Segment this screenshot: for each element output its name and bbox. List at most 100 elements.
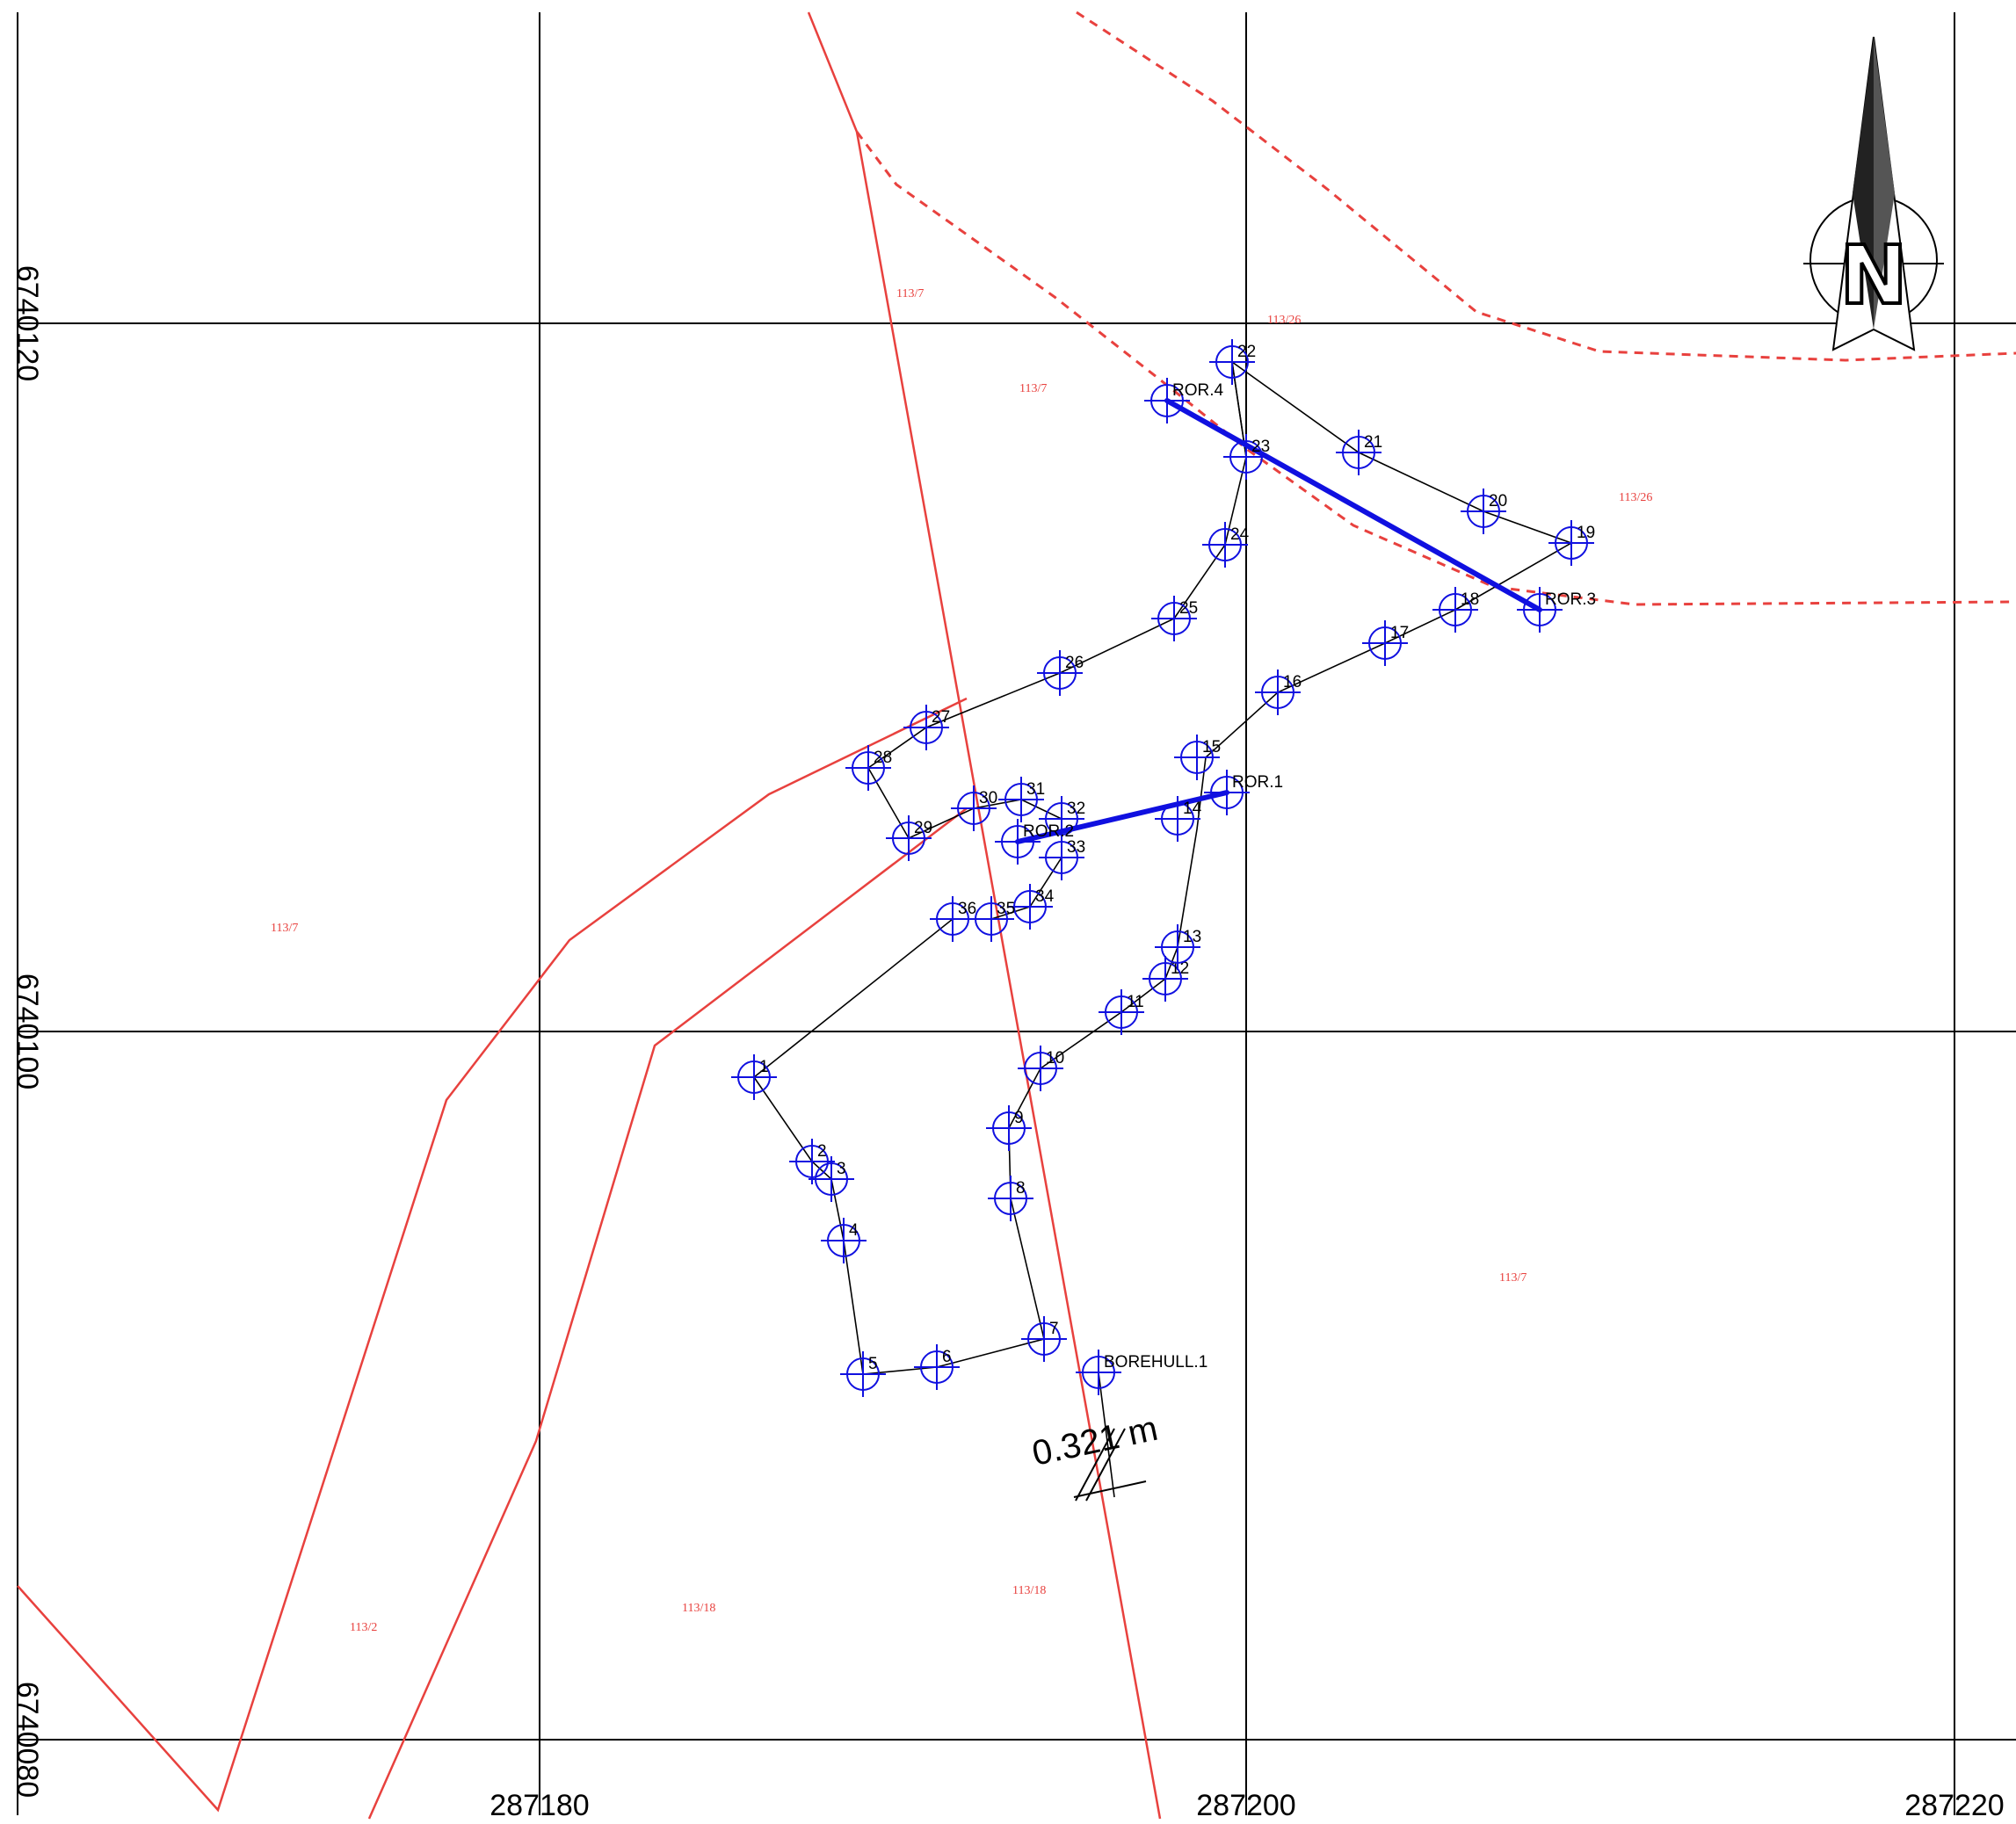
survey-point-marker[interactable]: 30 xyxy=(951,785,997,831)
north-letter: N xyxy=(1840,228,1908,322)
survey-point-marker[interactable]: 10 xyxy=(1018,1046,1064,1091)
survey-point-label: 30 xyxy=(979,789,997,807)
survey-point-marker[interactable]: 15 xyxy=(1174,735,1221,780)
survey-point-marker[interactable]: ROR.4 xyxy=(1144,378,1224,423)
parcel-boundary-west xyxy=(369,808,967,1819)
survey-point-marker[interactable]: 4 xyxy=(821,1218,867,1263)
survey-point-marker[interactable]: ROR.3 xyxy=(1517,587,1596,633)
x-label-287200: 287200 xyxy=(1196,1789,1295,1822)
survey-point-label: ROR.1 xyxy=(1232,773,1283,792)
survey-point-marker[interactable]: 23 xyxy=(1223,434,1270,480)
survey-point-marker[interactable]: 24 xyxy=(1202,522,1250,568)
survey-point-marker[interactable]: 33 xyxy=(1039,835,1085,880)
survey-point-marker[interactable]: 28 xyxy=(845,745,892,791)
survey-route-line xyxy=(754,362,1571,1374)
parcel-label: 113/26 xyxy=(1619,491,1652,504)
survey-point-label: 18 xyxy=(1461,590,1479,609)
coordinate-labels: 287180 287200 287220 6740120 6740100 674… xyxy=(11,265,2005,1822)
survey-point-marker[interactable]: 18 xyxy=(1432,587,1479,633)
survey-point-label: 19 xyxy=(1577,524,1595,542)
survey-point-label: 35 xyxy=(997,900,1015,918)
survey-point-marker[interactable]: 5 xyxy=(840,1351,886,1397)
survey-point-marker[interactable]: 6 xyxy=(914,1344,960,1390)
survey-point-marker[interactable]: BOREHULL.1 xyxy=(1076,1350,1207,1395)
measurement: 0.321 m xyxy=(1029,1409,1162,1501)
survey-point-label: 25 xyxy=(1179,599,1198,618)
survey-point-label: 3 xyxy=(837,1160,846,1178)
parcel-label: 113/7 xyxy=(896,287,924,300)
survey-point-label: 14 xyxy=(1183,800,1202,818)
parcel-label: 113/7 xyxy=(1499,1271,1527,1285)
survey-point-label: 20 xyxy=(1489,492,1507,510)
parcel-label: 113/26 xyxy=(1267,314,1301,327)
survey-point-marker[interactable]: 19 xyxy=(1548,520,1595,566)
parcel-label: 113/18 xyxy=(682,1602,715,1615)
parcel-boundary-dashed-lower xyxy=(857,132,2016,604)
survey-point-marker[interactable]: 3 xyxy=(809,1156,854,1202)
survey-point-marker[interactable]: 16 xyxy=(1255,670,1302,715)
survey-point-label: 31 xyxy=(1026,780,1045,799)
y-label-6740100: 6740100 xyxy=(11,974,44,1089)
survey-point-label: 7 xyxy=(1049,1320,1059,1338)
parcel-labels: 113/7 113/26 113/7 113/26 113/7 113/7 11… xyxy=(271,287,1652,1634)
north-arrow-icon: N xyxy=(1803,37,1944,350)
x-label-287220: 287220 xyxy=(1904,1789,2004,1822)
parcel-label: 113/18 xyxy=(1012,1584,1046,1597)
survey-point-marker[interactable]: 21 xyxy=(1336,430,1382,475)
survey-point-marker[interactable]: 36 xyxy=(930,896,976,942)
survey-point-label: 27 xyxy=(932,708,950,727)
survey-point-marker[interactable]: ROR.1 xyxy=(1204,770,1283,815)
parcel-label: 113/7 xyxy=(1019,382,1047,395)
survey-point-label: ROR.4 xyxy=(1172,381,1224,400)
survey-point-label: 26 xyxy=(1065,654,1084,672)
survey-route xyxy=(754,362,1571,1497)
survey-point-label: 1 xyxy=(759,1058,769,1076)
survey-point-label: 15 xyxy=(1202,738,1221,756)
survey-point-label: 8 xyxy=(1016,1179,1026,1198)
y-label-6740080: 6740080 xyxy=(11,1682,44,1798)
survey-point-label: 22 xyxy=(1237,343,1256,361)
survey-point-marker[interactable]: 17 xyxy=(1362,620,1409,666)
survey-point-marker[interactable]: 29 xyxy=(886,815,932,861)
survey-point-marker[interactable]: 20 xyxy=(1461,489,1507,534)
survey-point-label: 6 xyxy=(942,1348,952,1366)
parcel-boundary-main xyxy=(809,12,1160,1819)
survey-point-label: 11 xyxy=(1127,993,1144,1011)
survey-point-label: 36 xyxy=(958,900,976,918)
y-label-6740120: 6740120 xyxy=(11,265,44,381)
survey-point-marker[interactable]: 31 xyxy=(998,777,1045,822)
survey-point-marker[interactable]: 2 xyxy=(789,1139,835,1184)
survey-point-label: ROR.2 xyxy=(1023,822,1074,841)
survey-point-label: 33 xyxy=(1067,838,1085,857)
survey-point-label: 2 xyxy=(817,1142,827,1161)
survey-point-marker[interactable]: 1 xyxy=(731,1054,777,1100)
survey-point-label: BOREHULL.1 xyxy=(1104,1353,1207,1372)
survey-point-label: 28 xyxy=(874,749,892,767)
survey-point-marker[interactable]: 25 xyxy=(1151,596,1198,641)
survey-point-marker[interactable]: 27 xyxy=(903,705,950,750)
survey-point-label: 4 xyxy=(849,1221,859,1240)
parcel-label: 113/7 xyxy=(271,922,298,935)
survey-point-label: 17 xyxy=(1390,624,1409,642)
survey-point-label: 13 xyxy=(1183,928,1201,946)
survey-point-marker[interactable]: 8 xyxy=(988,1176,1033,1221)
survey-point-label: ROR.3 xyxy=(1545,590,1596,609)
survey-point-marker[interactable]: 22 xyxy=(1209,339,1256,385)
survey-point-marker[interactable]: 26 xyxy=(1037,650,1084,696)
survey-point-marker[interactable]: 11 xyxy=(1099,989,1144,1035)
survey-point-label: 16 xyxy=(1283,673,1302,691)
survey-point-marker[interactable]: 14 xyxy=(1155,796,1202,842)
survey-point-label: 24 xyxy=(1230,525,1250,544)
survey-point-label: 21 xyxy=(1364,433,1382,452)
survey-point-label: 9 xyxy=(1014,1109,1024,1127)
survey-point-label: 29 xyxy=(914,819,932,837)
survey-point-marker[interactable]: 7 xyxy=(1021,1316,1067,1362)
survey-point-marker[interactable]: 9 xyxy=(986,1105,1032,1151)
survey-point-label: 10 xyxy=(1046,1049,1064,1068)
survey-point-label: 23 xyxy=(1251,438,1270,456)
survey-points: 12345 67891011121314151617181920212223242… xyxy=(731,339,1596,1397)
survey-point-label: 34 xyxy=(1035,887,1055,906)
parcel-boundary-far-west xyxy=(18,698,967,1810)
x-label-287180: 287180 xyxy=(489,1789,589,1822)
